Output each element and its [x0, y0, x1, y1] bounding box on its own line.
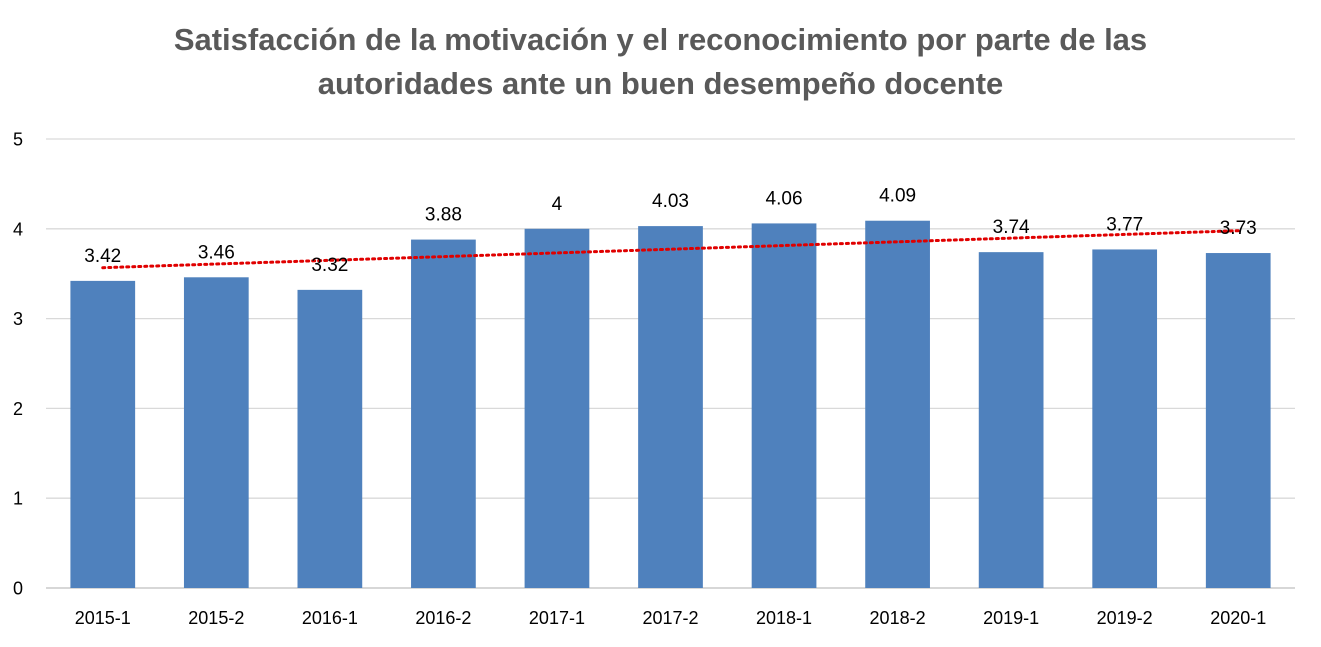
x-tick-label: 2017-1 [529, 608, 585, 628]
x-tick-label: 2018-1 [756, 608, 812, 628]
x-tick-label: 2019-1 [983, 608, 1039, 628]
data-label: 3.46 [198, 242, 235, 263]
trendline [101, 229, 1240, 270]
chart-title: Satisfacción de la motivación y el recon… [0, 18, 1321, 106]
y-tick-label: 2 [13, 399, 23, 419]
data-labels: 3.42 3.46 3.32 3.88 4 4.03 4.06 4.09 3.74 3.77 3.7… [84, 186, 1256, 276]
bar-2020-1 [1205, 253, 1271, 588]
data-label: 3.42 [84, 246, 121, 267]
x-tick-label: 2018-2 [870, 608, 926, 628]
bar-2015-2 [183, 277, 249, 588]
y-tick-label: 0 [13, 579, 23, 599]
data-label: 3.73 [1220, 218, 1257, 239]
x-tick-label: 2020-1 [1210, 608, 1266, 628]
y-axis-ticks: 0 1 2 3 4 5 [13, 130, 23, 599]
x-tick-label: 2017-2 [642, 608, 698, 628]
data-label: 4.09 [879, 186, 916, 207]
x-tick-label: 2016-2 [415, 608, 471, 628]
chart-title-line-2: autoridades ante un buen desempeño docen… [317, 66, 1004, 101]
data-label: 3.77 [1106, 214, 1143, 235]
bar-2016-2 [411, 239, 476, 589]
data-label: 4.06 [766, 188, 803, 209]
y-tick-label: 4 [13, 219, 23, 239]
data-label: 3.32 [311, 255, 348, 276]
y-tick-label: 3 [13, 309, 23, 329]
bar-2018-2 [865, 220, 930, 588]
data-label: 3.74 [993, 217, 1030, 238]
bar-2019-1 [978, 252, 1044, 588]
x-tick-label: 2015-2 [188, 608, 244, 628]
data-label: 4.03 [652, 191, 689, 212]
bar-2018-1 [751, 223, 817, 589]
x-tick-label: 2019-2 [1097, 608, 1153, 628]
linear-trendline [101, 229, 1240, 270]
y-tick-label: 5 [13, 130, 23, 150]
data-label: 3.88 [425, 205, 462, 226]
x-tick-label: 2015-1 [75, 608, 131, 628]
bar-2015-1 [70, 280, 136, 588]
data-label: 4 [552, 194, 563, 215]
bars [70, 220, 1271, 589]
bar-2017-2 [638, 226, 703, 588]
bar-2019-2 [1092, 249, 1158, 589]
x-tick-label: 2016-1 [302, 608, 358, 628]
bar-2017-1 [524, 228, 590, 589]
bar-2016-1 [297, 289, 363, 588]
chart-title-line-1: Satisfacción de la motivación y el recon… [173, 22, 1148, 57]
y-tick-label: 1 [13, 489, 23, 509]
x-axis-ticks: 2015-1 2015-2 2016-1 2016-2 2017-1 2017-2 2018… [75, 608, 1267, 628]
